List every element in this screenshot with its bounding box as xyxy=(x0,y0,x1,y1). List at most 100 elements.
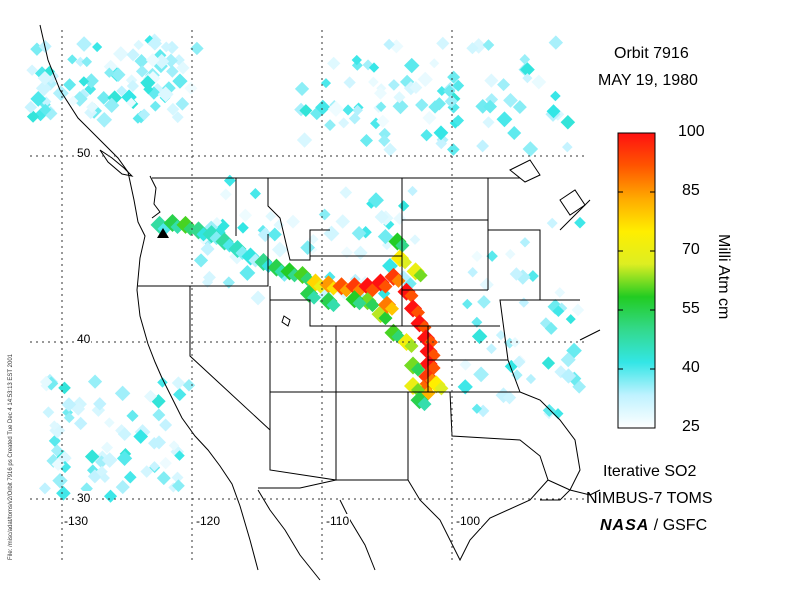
background-cell xyxy=(444,94,458,108)
background-cell xyxy=(555,302,568,314)
background-cell xyxy=(51,457,65,471)
lat-label-50: 50 xyxy=(76,146,92,160)
background-cell xyxy=(368,76,379,88)
background-cell xyxy=(174,450,185,461)
background-cell xyxy=(145,71,161,86)
background-cell xyxy=(184,81,198,95)
background-cell xyxy=(393,212,406,225)
background-cell xyxy=(479,277,494,292)
background-cell xyxy=(552,305,565,318)
background-cell xyxy=(366,198,377,209)
background-cell xyxy=(149,100,161,112)
footer-center: / GSFC xyxy=(653,517,708,534)
background-cell xyxy=(565,314,576,325)
background-cell xyxy=(40,96,52,107)
lon-label-100: -100 xyxy=(455,514,482,528)
background-cell xyxy=(133,39,144,51)
background-cell xyxy=(200,241,215,256)
background-cell xyxy=(99,472,110,483)
background-cell xyxy=(522,73,533,84)
background-cell xyxy=(560,115,576,130)
background-cell xyxy=(83,73,99,89)
background-cell xyxy=(116,85,128,97)
background-cell xyxy=(484,73,499,88)
background-cell xyxy=(368,62,380,73)
background-cell xyxy=(519,237,531,248)
state-ut-wy xyxy=(270,299,337,393)
background-cell xyxy=(126,79,140,93)
background-cell xyxy=(496,111,513,128)
background-cell xyxy=(554,287,566,298)
triangle-icon xyxy=(157,228,169,238)
background-cell xyxy=(160,41,172,53)
background-cell xyxy=(171,471,184,484)
background-cell xyxy=(459,358,472,371)
nasa-logo: NASA xyxy=(600,517,650,534)
gulf-coast xyxy=(547,479,601,496)
background-cell xyxy=(271,241,288,258)
background-cell xyxy=(511,369,523,381)
background-cell xyxy=(296,132,313,148)
background-cell xyxy=(351,225,367,241)
background-cell xyxy=(512,100,527,115)
colorbar-tick-85: 85 xyxy=(682,182,700,199)
background-cell xyxy=(67,54,78,65)
background-cell xyxy=(239,264,256,281)
background-cell xyxy=(324,119,336,132)
background-cell xyxy=(193,253,209,268)
footer-agency-line: NASA / GSFC xyxy=(600,517,707,535)
plume-cell xyxy=(352,296,367,311)
background-cell xyxy=(140,465,154,478)
background-cell xyxy=(237,221,249,234)
background-cell xyxy=(397,200,410,212)
background-cell xyxy=(544,322,558,335)
background-cell xyxy=(476,404,490,418)
plume-cell xyxy=(326,298,341,313)
background-cell xyxy=(471,316,483,328)
background-cell xyxy=(497,78,511,92)
background-cell xyxy=(91,403,106,417)
background-cell xyxy=(409,234,421,245)
background-cell xyxy=(308,233,319,245)
colorbar-tick-40: 40 xyxy=(682,359,700,376)
background-cell xyxy=(116,450,133,466)
background-cell xyxy=(103,489,118,503)
colorbar-label: Milli Atm cm xyxy=(715,234,732,320)
background-cell xyxy=(348,112,361,125)
background-cell xyxy=(378,127,391,141)
background-cell xyxy=(502,391,517,405)
background-cell xyxy=(483,99,497,114)
background-cell xyxy=(96,111,113,128)
background-cell xyxy=(46,453,61,468)
background-cell xyxy=(222,276,235,289)
orbit-title: Orbit 7916 xyxy=(614,45,689,62)
file-note: File: /misc/adat/toms/v2/Orbit 7916 ps C… xyxy=(8,354,14,560)
background-cell xyxy=(115,480,130,495)
so2-plume-cells xyxy=(150,213,449,412)
background-cell xyxy=(145,53,160,67)
background-cell xyxy=(422,110,437,125)
background-cell xyxy=(299,104,313,117)
baja-coast xyxy=(257,489,321,581)
background-cell xyxy=(50,444,64,457)
background-cell xyxy=(520,62,535,78)
background-cell xyxy=(168,482,179,493)
great-lakes xyxy=(509,159,586,216)
background-cell xyxy=(101,452,118,468)
background-cell xyxy=(315,99,331,116)
background-cell xyxy=(267,227,282,242)
background-cell xyxy=(432,97,447,111)
background-cell xyxy=(476,139,490,153)
background-cell xyxy=(273,219,285,231)
background-cell xyxy=(560,368,577,384)
background-cell xyxy=(572,379,587,394)
background-cell xyxy=(404,57,420,74)
background-cell xyxy=(462,298,473,310)
background-cell xyxy=(76,36,92,52)
colorbar-tick-100: 100 xyxy=(678,123,705,140)
background-cell xyxy=(429,58,440,69)
background-cell xyxy=(24,100,38,114)
background-cell xyxy=(75,56,86,67)
background-cell xyxy=(104,97,120,113)
